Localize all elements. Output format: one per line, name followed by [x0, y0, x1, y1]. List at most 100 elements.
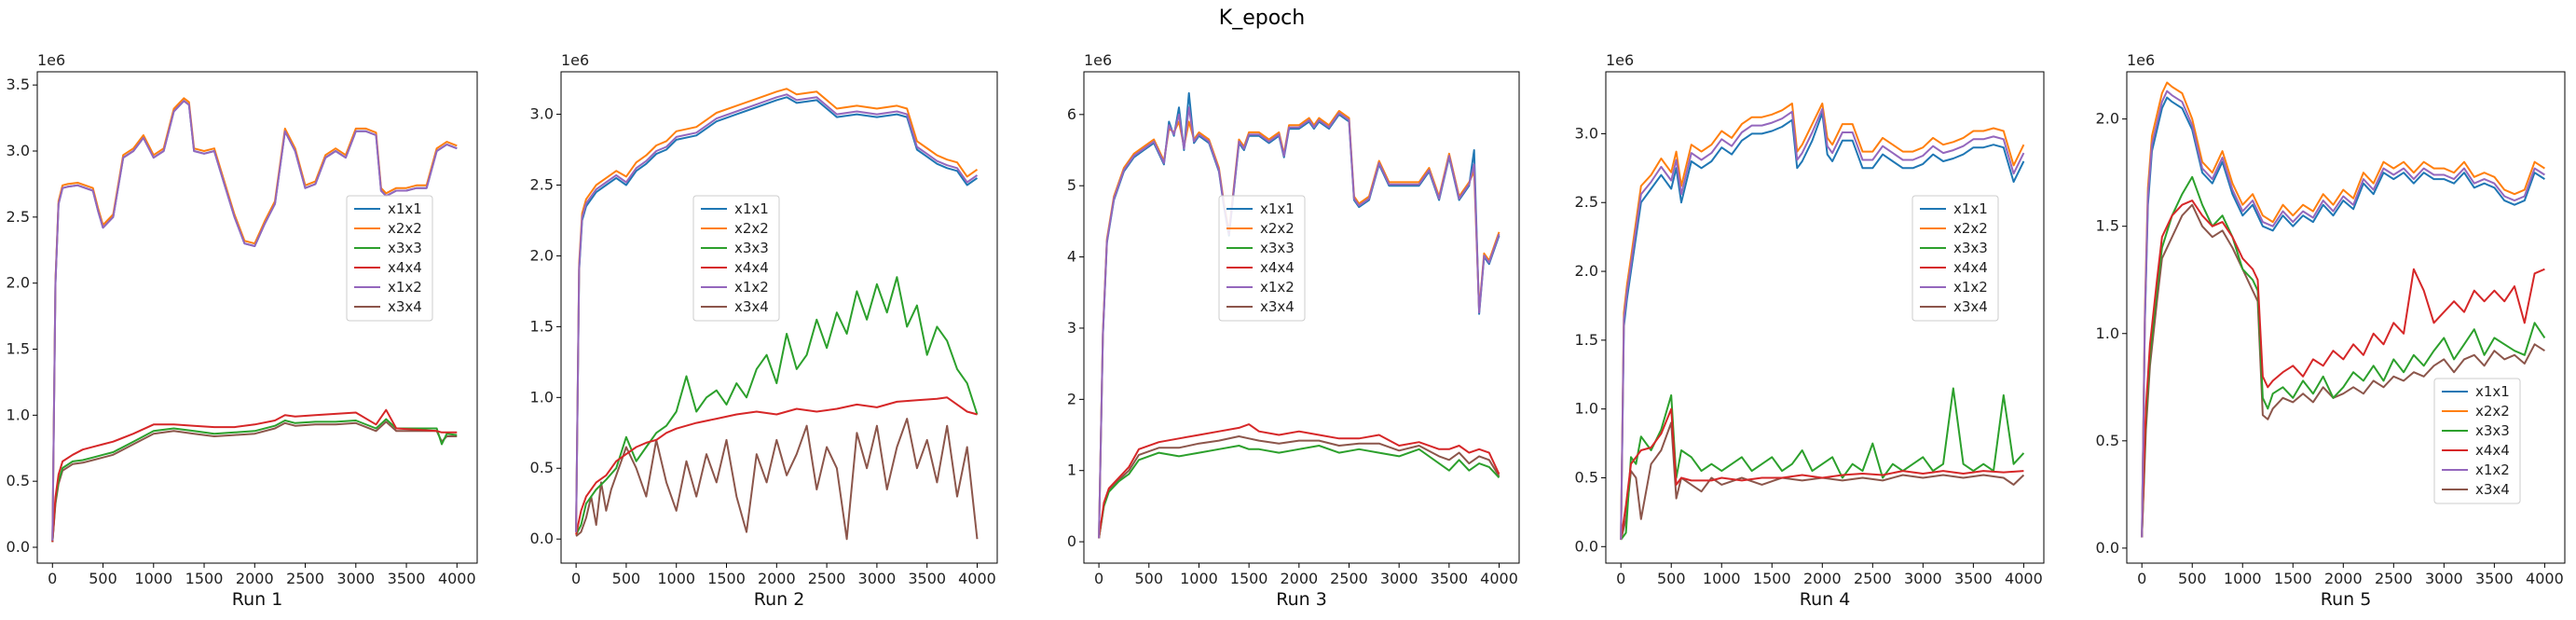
- series-line-x1x1: [1620, 112, 2025, 540]
- y-tick-label: 1: [1067, 462, 1076, 479]
- y-tick-label: 0.5: [2096, 432, 2119, 449]
- legend-label: x1x2: [1953, 279, 1988, 296]
- legend-item-x4x4: x4x4: [1226, 259, 1295, 276]
- y-tick-label: 0.0: [7, 538, 30, 556]
- x-tick-label: 3500: [2475, 570, 2514, 587]
- x-axis-label: Run 2: [754, 589, 805, 610]
- series-line-x3x3: [575, 276, 979, 536]
- y-tick-label: 0: [1067, 532, 1076, 550]
- subplot-run-5: 0 500 1000 1500 2000 2500 3000 3500 4000 0.0 0.5 1.…: [2096, 51, 2566, 610]
- series-line-x3x4: [1098, 435, 1500, 539]
- x-tick-label: 1000: [1703, 570, 1741, 587]
- x-tick-label: 3000: [2425, 570, 2463, 587]
- y-tick-label: 2.5: [1575, 193, 1598, 211]
- y-tick-label: 3.0: [1575, 124, 1598, 142]
- series-line-x4x4: [51, 408, 458, 543]
- legend-item-x3x3: x3x3: [701, 240, 769, 256]
- y-tick-label: 1.5: [530, 317, 554, 335]
- legend-label: x4x4: [734, 259, 769, 276]
- x-tick-label: 2000: [2324, 570, 2363, 587]
- x-tick-label: 1500: [2274, 570, 2312, 587]
- series-line-x2x2: [1620, 103, 2025, 540]
- y-tick-label: 3: [1067, 319, 1076, 337]
- y-tick-label: 1.5: [2096, 217, 2119, 235]
- legend-item-x3x4: x3x4: [2442, 481, 2510, 498]
- x-tick-label: 2000: [1803, 570, 1842, 587]
- series-line-x3x3: [51, 418, 458, 543]
- y-tick-label: 1.0: [2096, 324, 2119, 342]
- y-tick-label: 0.0: [2096, 539, 2119, 557]
- x-tick-label: 4000: [958, 570, 996, 587]
- x-tick-label: 1500: [707, 570, 746, 587]
- legend-item-x1x1: x1x1: [2442, 383, 2510, 400]
- x-axis-label: Run 1: [232, 589, 283, 610]
- x-tick-label: 3500: [388, 570, 426, 587]
- legend-item-x1x2: x1x2: [701, 279, 769, 296]
- legend-item-x4x4: x4x4: [2442, 442, 2510, 459]
- legend-item-x1x1: x1x1: [354, 200, 422, 217]
- legend-label: x2x2: [2475, 403, 2510, 420]
- x-tick-label: 2000: [1280, 570, 1318, 587]
- legend-box: [346, 195, 433, 322]
- x-tick-label: 2500: [2375, 570, 2413, 587]
- x-tick-label: 4000: [1480, 570, 1518, 587]
- axes-frame: [2126, 71, 2566, 564]
- legend-item-x4x4: x4x4: [1920, 259, 1988, 276]
- y-tick-label: 5: [1067, 176, 1076, 194]
- legend-item-x3x3: x3x3: [2442, 422, 2510, 439]
- x-tick-label: 1000: [2224, 570, 2262, 587]
- x-tick-label: 3000: [336, 570, 375, 587]
- x-tick-label: 500: [1135, 570, 1164, 587]
- legend-label: x3x4: [734, 298, 769, 315]
- legend-item-x1x2: x1x2: [1226, 279, 1295, 296]
- x-tick-label: 2000: [758, 570, 796, 587]
- legend-item-x2x2: x2x2: [2442, 403, 2510, 420]
- y-tick-label: 1.0: [7, 406, 30, 423]
- series-line-x1x2: [1620, 107, 2025, 540]
- y-tick-label: 3.0: [530, 105, 554, 123]
- legend: x1x1 x2x2 x3x3 x4x4 x1x2 x3x4: [346, 195, 433, 322]
- legend-label: x2x2: [388, 220, 422, 237]
- series-line-x1x2: [575, 93, 979, 532]
- x-tick-label: 500: [612, 570, 641, 587]
- legend-item-x2x2: x2x2: [354, 220, 422, 237]
- y-tick-label: 2.5: [530, 175, 554, 193]
- series-group: [1098, 91, 1500, 539]
- legend-item-x3x4: x3x4: [354, 298, 422, 315]
- subplot-run-1: 0 500 1000 1500 2000 2500 3000 3500 4000 0.0 0.5 1.…: [7, 51, 478, 610]
- legend-label: x4x4: [2475, 442, 2510, 459]
- legend-label: x3x4: [2475, 481, 2510, 498]
- legend-item-x3x3: x3x3: [1920, 240, 1988, 256]
- legend-label: x1x2: [1260, 279, 1295, 296]
- x-tick-label: 0: [48, 570, 57, 587]
- x-tick-label: 2500: [808, 570, 846, 587]
- series-line-x3x3: [2141, 175, 2546, 538]
- y-tick-label: 1.5: [1575, 331, 1598, 349]
- y-tick-label: 2.0: [7, 274, 30, 292]
- series-group: [1620, 103, 2025, 541]
- y-tick-label: 0.5: [7, 472, 30, 489]
- legend-label: x1x2: [388, 279, 422, 296]
- legend-label: x3x4: [1953, 298, 1988, 315]
- x-tick-label: 2500: [1330, 570, 1368, 587]
- y-tick-label: 2.5: [7, 208, 30, 226]
- y-tick-label: 2.0: [530, 246, 554, 264]
- series-line-x3x3: [1098, 445, 1500, 539]
- x-tick-label: 1500: [1753, 570, 1791, 587]
- axes-frame: [1083, 71, 1520, 564]
- legend: x1x1 x2x2 x3x3 x4x4 x1x2 x3x4: [1218, 195, 1306, 322]
- y-tick-label: 0.0: [1575, 537, 1598, 555]
- x-tick-label: 2500: [1854, 570, 1892, 587]
- x-tick-label: 3500: [908, 570, 946, 587]
- y-offset-label: 1e6: [1084, 51, 1112, 69]
- y-tick-label: 3.5: [7, 76, 30, 93]
- series-line-x4x4: [2141, 200, 2545, 538]
- series-line-x2x2: [2141, 81, 2545, 538]
- legend-label: x1x1: [734, 200, 769, 217]
- legend: x1x1 x2x2 x3x3 x4x4 x1x2 x3x4: [2433, 378, 2521, 504]
- series-line-x1x2: [51, 100, 458, 541]
- axes-frame: [1605, 71, 2045, 564]
- legend-label: x1x1: [2475, 383, 2510, 400]
- subplot-run-4: 0 500 1000 1500 2000 2500 3000 3500 4000 0.0 0.5 1.…: [1575, 51, 2045, 610]
- series-line-x3x4: [1620, 421, 2025, 541]
